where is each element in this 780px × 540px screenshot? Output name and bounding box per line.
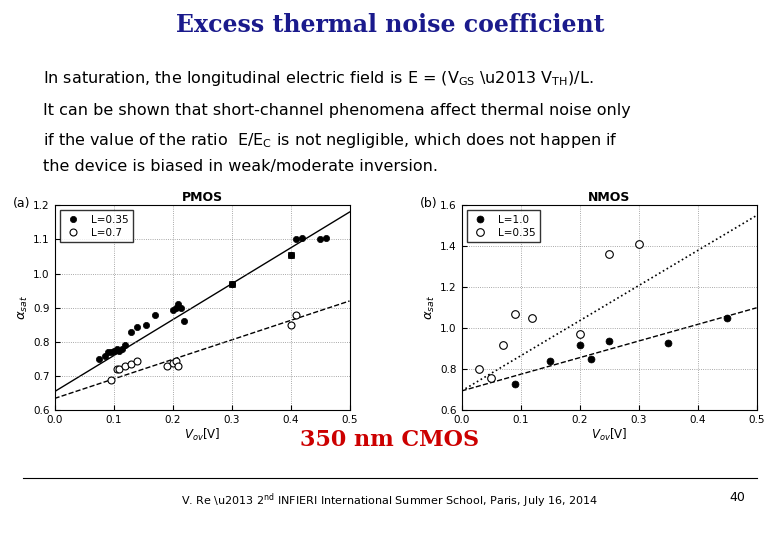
L=0.35 <box>321 234 331 241</box>
L=0.7 <box>171 357 180 364</box>
Text: 40: 40 <box>729 491 745 504</box>
L=0.35 <box>475 366 484 373</box>
L=0.7 <box>112 366 121 373</box>
L=0.35 <box>604 251 614 258</box>
L=0.7 <box>286 322 296 328</box>
Line: L=0.35: L=0.35 <box>476 240 643 381</box>
L=0.35 <box>634 241 644 247</box>
Line: L=0.35: L=0.35 <box>96 234 329 362</box>
L=0.35 <box>126 328 136 335</box>
L=0.35 <box>103 349 112 355</box>
L=0.35 <box>94 356 104 362</box>
L=0.35 <box>174 301 183 308</box>
L=0.35 <box>315 236 324 242</box>
L=0.35 <box>151 312 160 318</box>
L=0.7 <box>121 363 130 369</box>
L=0.35 <box>498 341 508 348</box>
L=0.35 <box>177 305 186 311</box>
L=0.35 <box>168 306 177 313</box>
L=0.35 <box>171 305 180 311</box>
L=0.35 <box>487 374 496 381</box>
Legend: L=1.0, L=0.35: L=1.0, L=0.35 <box>467 211 540 242</box>
L=0.35 <box>121 342 130 349</box>
L=0.35 <box>575 331 584 338</box>
L=0.7 <box>106 376 115 383</box>
Text: (b): (b) <box>420 197 438 210</box>
Text: if the value of the ratio  E/E$_{\mathsf{C}}$ is not negligible, which does not : if the value of the ratio E/E$_{\mathsf{… <box>43 131 618 150</box>
L=0.35 <box>298 234 307 241</box>
L=0.35 <box>141 322 151 328</box>
L=1.0 <box>575 341 584 348</box>
L=1.0 <box>545 358 555 365</box>
L=0.35 <box>133 323 142 330</box>
L=0.7 <box>126 361 136 367</box>
L=0.35 <box>286 252 296 258</box>
L=0.35 <box>100 353 109 359</box>
Y-axis label: $\alpha_{sat}$: $\alpha_{sat}$ <box>424 295 438 320</box>
L=1.0 <box>604 338 614 344</box>
Legend: L=0.35, L=0.7: L=0.35, L=0.7 <box>60 211 133 242</box>
L=0.7 <box>115 366 124 373</box>
Title: NMOS: NMOS <box>588 191 630 204</box>
X-axis label: $V_{ov}$[V]: $V_{ov}$[V] <box>184 427 220 443</box>
X-axis label: $V_{ov}$[V]: $V_{ov}$[V] <box>591 427 627 443</box>
Title: PMOS: PMOS <box>182 191 222 204</box>
Text: 350 nm CMOS: 350 nm CMOS <box>300 429 480 451</box>
L=0.7 <box>133 357 142 364</box>
Text: V. Re \u2013 2$^{\mathsf{nd}}$ INFIERI International Summer School, Paris, July : V. Re \u2013 2$^{\mathsf{nd}}$ INFIERI I… <box>182 491 598 510</box>
L=0.35 <box>106 349 115 355</box>
L=0.7 <box>174 363 183 369</box>
L=0.7 <box>292 312 301 318</box>
L=0.35 <box>179 318 189 325</box>
Line: L=0.7: L=0.7 <box>107 311 300 383</box>
Text: (a): (a) <box>13 197 30 210</box>
L=1.0 <box>664 340 673 346</box>
L=0.35 <box>528 315 537 321</box>
L=0.35 <box>115 347 124 354</box>
L=1.0 <box>587 356 596 362</box>
L=0.35 <box>109 347 119 354</box>
L=0.7 <box>162 363 172 369</box>
L=0.7 <box>168 359 177 366</box>
L=1.0 <box>510 381 519 387</box>
Text: the device is biased in weak/moderate inversion.: the device is biased in weak/moderate in… <box>43 159 438 174</box>
Line: L=1.0: L=1.0 <box>511 315 731 387</box>
L=0.35 <box>292 236 301 242</box>
Y-axis label: $\alpha_{sat}$: $\alpha_{sat}$ <box>17 295 30 320</box>
Text: In saturation, the longitudinal electric field is E = (V$_{\mathsf{GS}}$ \u2013 : In saturation, the longitudinal electric… <box>43 69 594 88</box>
Text: It can be shown that short-channel phenomena affect thermal noise only: It can be shown that short-channel pheno… <box>43 103 631 118</box>
L=0.35 <box>118 346 127 352</box>
L=0.35 <box>510 310 519 317</box>
Text: Excess thermal noise coefficient: Excess thermal noise coefficient <box>176 14 604 37</box>
L=0.35 <box>112 346 121 352</box>
L=0.35 <box>227 281 236 287</box>
L=1.0 <box>722 315 732 321</box>
